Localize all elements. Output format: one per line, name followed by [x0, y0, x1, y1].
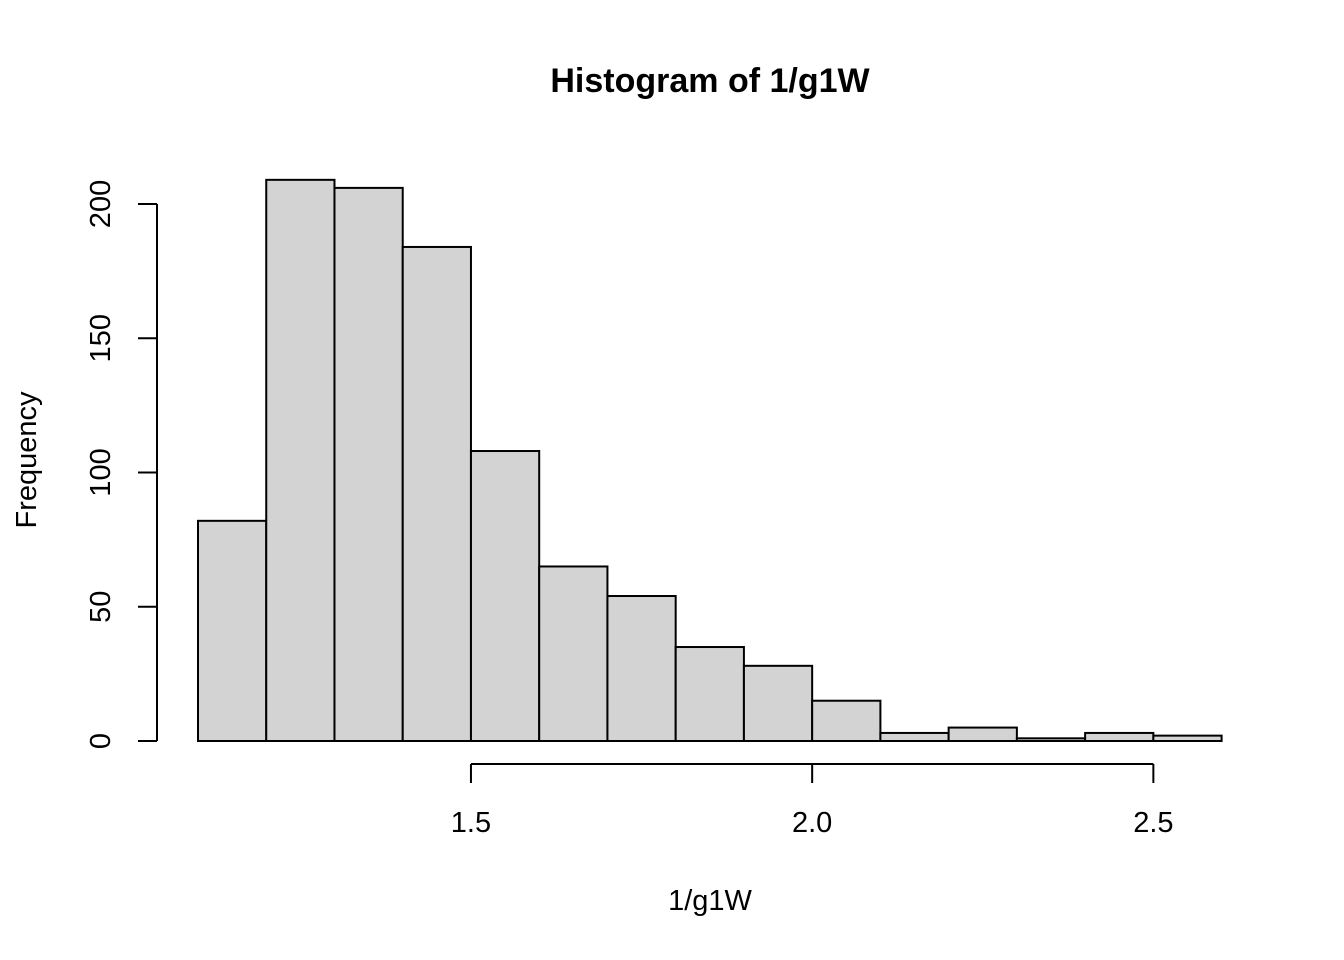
- histogram-bar-11: [947, 726, 1018, 743]
- y-axis: 0 50 100 150 200: [85, 180, 158, 749]
- histogram-bar-8: [742, 664, 814, 743]
- bars-group: [197, 178, 1223, 743]
- histogram-bar-4: [469, 450, 541, 742]
- x-axis-label: 1/g1W: [668, 885, 752, 917]
- y-tick-label-0: 0: [85, 733, 117, 749]
- histogram-bar-13: [1084, 731, 1155, 743]
- histogram-bar-9: [811, 699, 882, 742]
- y-tick-label-2: 100: [85, 448, 117, 496]
- y-axis-label: Frequency: [11, 391, 43, 529]
- histogram-bar-7: [674, 646, 745, 743]
- histogram-bar-10: [879, 731, 950, 743]
- histogram-bar-14: [1152, 734, 1223, 743]
- histogram-bar-1: [265, 178, 336, 742]
- x-tick-label-1: 2.0: [792, 807, 832, 839]
- chart-title: Histogram of 1/g1W: [550, 62, 870, 100]
- x-tick-label-0: 1.5: [451, 807, 491, 839]
- histogram-bar-2: [333, 186, 404, 742]
- y-tick-label-1: 50: [85, 591, 117, 623]
- histogram-bar-3: [401, 245, 472, 743]
- x-axis: 1.5 2.0 2.5: [451, 763, 1174, 839]
- histogram-bar-6: [606, 595, 677, 743]
- y-tick-label-3: 150: [85, 314, 117, 362]
- histogram-bar-0: [197, 519, 268, 743]
- x-tick-label-2: 2.5: [1133, 807, 1173, 839]
- histogram-bar-5: [538, 565, 609, 742]
- histogram-bar-12: [1015, 737, 1087, 743]
- y-tick-label-4: 200: [85, 180, 117, 228]
